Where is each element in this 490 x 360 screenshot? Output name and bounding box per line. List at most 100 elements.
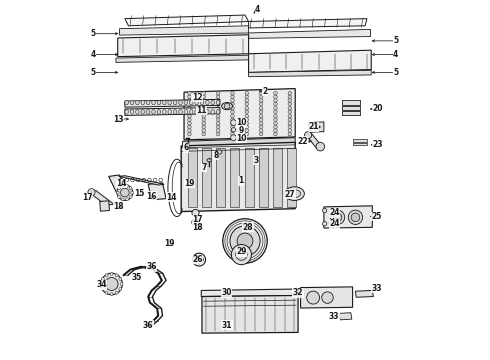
Circle shape [259,132,263,136]
Ellipse shape [179,100,182,105]
Polygon shape [248,19,367,28]
Polygon shape [125,99,220,107]
Polygon shape [125,108,220,116]
Circle shape [188,91,191,95]
Circle shape [88,189,95,196]
Circle shape [322,208,327,213]
Circle shape [333,213,342,222]
Circle shape [216,102,220,106]
Circle shape [288,91,292,95]
Circle shape [101,273,122,295]
Ellipse shape [152,100,155,105]
Circle shape [245,118,248,122]
Text: 4: 4 [91,50,96,59]
Circle shape [288,125,292,129]
Polygon shape [355,291,373,297]
Ellipse shape [217,150,222,154]
Circle shape [288,110,292,114]
Text: 24: 24 [329,219,340,228]
Bar [287,148,296,207]
Polygon shape [120,26,248,35]
Text: 19: 19 [184,179,195,188]
Text: 5: 5 [393,36,398,45]
Circle shape [216,122,220,125]
Circle shape [259,102,263,106]
Circle shape [202,110,205,114]
Text: 18: 18 [114,202,124,211]
Circle shape [188,95,191,99]
Text: 11: 11 [196,106,206,115]
Polygon shape [100,201,109,211]
Circle shape [231,132,234,136]
Circle shape [125,184,128,187]
Circle shape [231,110,234,114]
Text: 33: 33 [372,284,382,293]
Circle shape [216,114,220,118]
Text: 9: 9 [239,126,244,135]
Text: 22: 22 [297,137,308,146]
Circle shape [101,288,104,291]
Circle shape [202,102,205,106]
Circle shape [118,187,121,190]
Circle shape [216,95,220,99]
Text: 33: 33 [329,312,339,321]
Polygon shape [248,70,371,77]
Ellipse shape [184,100,188,105]
Text: 21: 21 [308,122,319,131]
Text: 13: 13 [114,114,124,123]
Polygon shape [339,313,352,320]
Circle shape [110,273,113,275]
Circle shape [231,120,236,126]
Text: 26: 26 [193,255,203,264]
Circle shape [216,107,220,110]
Circle shape [245,91,248,95]
Circle shape [231,129,234,132]
Text: 29: 29 [236,247,246,256]
Circle shape [322,292,333,303]
Ellipse shape [147,100,150,105]
Circle shape [231,114,234,118]
Circle shape [101,278,104,280]
Circle shape [304,132,312,139]
Circle shape [202,125,205,129]
Text: 36: 36 [143,321,153,330]
Ellipse shape [195,109,198,114]
Text: 31: 31 [222,321,232,330]
Text: 34: 34 [97,280,107,289]
Ellipse shape [168,109,172,114]
Circle shape [188,99,191,102]
Text: 6: 6 [183,143,189,152]
Circle shape [288,99,292,102]
Circle shape [216,125,220,129]
Circle shape [202,129,205,132]
Ellipse shape [125,109,128,114]
Circle shape [231,135,236,140]
Circle shape [216,91,220,95]
Circle shape [188,122,191,125]
Ellipse shape [157,109,161,114]
Polygon shape [309,122,324,132]
Text: 10: 10 [236,134,246,143]
Ellipse shape [179,109,182,114]
Circle shape [105,274,108,277]
Circle shape [348,210,363,225]
Ellipse shape [200,100,204,105]
Circle shape [274,91,277,95]
Circle shape [224,103,230,109]
Circle shape [105,291,108,294]
Text: 14: 14 [166,193,177,202]
Ellipse shape [168,100,172,105]
Circle shape [121,188,129,197]
Circle shape [245,110,248,114]
Circle shape [231,122,234,125]
Circle shape [314,124,319,130]
Circle shape [121,198,124,201]
Bar [245,148,253,207]
Text: 32: 32 [293,288,303,297]
Circle shape [288,122,292,125]
Circle shape [120,283,123,285]
Circle shape [116,191,119,194]
Circle shape [274,110,277,114]
Circle shape [245,107,248,110]
Polygon shape [202,296,298,333]
